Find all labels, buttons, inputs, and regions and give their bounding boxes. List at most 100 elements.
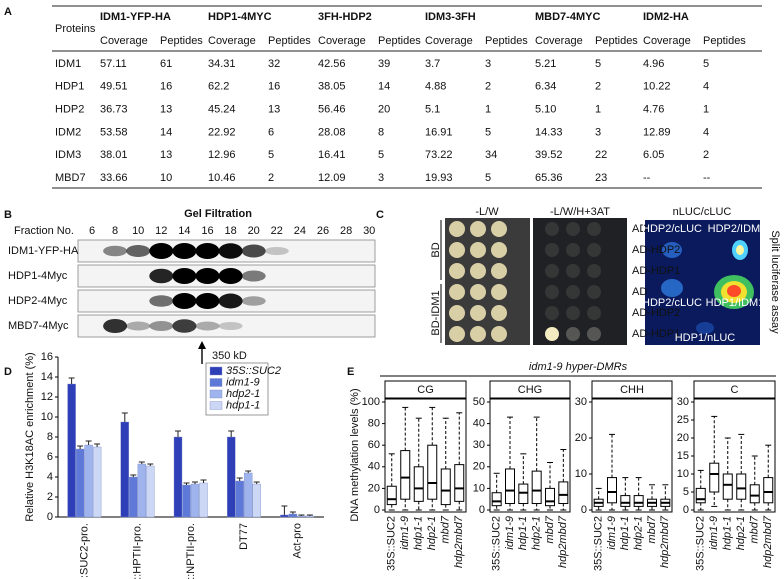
fraction-number: 12 [155, 225, 167, 237]
band [126, 321, 151, 331]
x-tick-label: 35S::SUC2 [695, 516, 707, 571]
panel-title: idm1-9 hyper-DMRs [529, 361, 628, 373]
table-cell: 73.22 [425, 149, 453, 161]
table-cell: 62.2 [208, 81, 229, 93]
colony [470, 242, 486, 258]
panel-label: A [4, 6, 12, 18]
fraction-number: 22 [271, 225, 283, 237]
table-cell: 5 [378, 149, 384, 161]
x-tick-label: mbd7 [544, 515, 556, 543]
table-cell: 22 [595, 149, 607, 161]
x-tick-label: mbd7 [646, 515, 658, 543]
bar [297, 515, 306, 518]
table-cell: 5.1 [425, 104, 440, 116]
band [218, 243, 243, 259]
table-cell: 1 [703, 104, 709, 116]
y-tick-label: 0 [47, 511, 53, 523]
column-subheader: Coverage [318, 35, 366, 47]
legend-swatch [209, 366, 223, 376]
y-tick-label: 16 [41, 351, 53, 363]
x-tick-label: DT77 [238, 523, 250, 550]
box [427, 444, 438, 500]
y-tick-label: 30 [575, 396, 587, 408]
y-tick-label: 0 [479, 504, 485, 516]
table-cell: 14.33 [535, 126, 563, 138]
y-tick-label: 25 [677, 414, 689, 426]
gel-title: Gel Filtration [184, 208, 252, 220]
column-subheader: Coverage [643, 35, 691, 47]
band [126, 245, 151, 257]
bar [305, 515, 315, 518]
subplot-title: C [731, 384, 739, 396]
colony [566, 285, 580, 299]
column-subheader: Coverage [425, 35, 473, 47]
y-tick-label: 20 [473, 461, 485, 473]
bar [120, 421, 130, 518]
column-subheader: Peptides [160, 35, 203, 47]
table-cell: 2 [595, 81, 601, 93]
x-tick-label: hdp2mbd7 [557, 515, 569, 568]
y-tick-label: 40 [368, 461, 380, 473]
bar [137, 463, 147, 518]
fraction-number: 6 [89, 225, 95, 237]
x-tick-label: 35S::SUC2 [491, 516, 503, 571]
table-cell: 5 [485, 172, 491, 184]
x-tick-label: idm1-9 [504, 516, 516, 550]
column-header: 3FH-HDP2 [318, 11, 372, 23]
bar [199, 482, 208, 518]
plot-frame [489, 397, 571, 513]
column-subheader: Peptides [703, 35, 746, 47]
column-header: IDM2-HA [643, 11, 689, 23]
bar [84, 444, 93, 518]
row-label: IDM3 [55, 149, 81, 161]
box [440, 468, 451, 506]
bar [182, 484, 191, 518]
bar [67, 383, 76, 518]
box [558, 481, 569, 505]
x-tick-label: 35S::SUC2 [386, 516, 398, 571]
table-cell: 10.46 [208, 172, 236, 184]
column-header: Proteins [55, 23, 96, 35]
x-tick-label: mbd7 [440, 515, 452, 543]
blot-label: HDP2-4Myc [8, 295, 68, 307]
glow [736, 245, 744, 255]
box [722, 473, 733, 500]
band [172, 268, 197, 284]
table-cell: 4.96 [643, 58, 664, 70]
blot-label: HDP1-4Myc [8, 270, 68, 282]
column-subheader: Peptides [485, 35, 528, 47]
y-tick-label: 10 [677, 468, 689, 480]
title-box [489, 380, 571, 400]
table-cell: 38.05 [318, 81, 346, 93]
table-cell: 16.91 [425, 126, 453, 138]
table-cell: 56.46 [318, 104, 346, 116]
colony [449, 221, 465, 237]
band [149, 243, 174, 259]
box [545, 487, 555, 507]
band [195, 293, 220, 309]
box [633, 495, 644, 507]
x-tick-label: hdp1-1 [413, 516, 425, 550]
colony [545, 243, 559, 257]
colony [491, 305, 507, 321]
bar [226, 436, 236, 518]
table-cell: 2 [485, 81, 491, 93]
table-cell: 12.09 [318, 172, 346, 184]
fraction-number: 24 [294, 225, 306, 237]
glow [696, 322, 714, 334]
legend-label: 35S::SUC2 [226, 365, 281, 377]
medium-label: -L/W [475, 206, 499, 218]
y-tick-label: 50 [473, 396, 485, 408]
table-cell: 16 [268, 81, 280, 93]
y-axis-label: Relative H3K18AC enrichment (%) [24, 352, 36, 521]
colony [545, 327, 559, 341]
y-tick-label: 12 [41, 391, 53, 403]
medium-label: -L/W/H+3AT [550, 206, 610, 218]
fraction-number: 20 [248, 225, 260, 237]
x-tick-label: idm1-9 [606, 516, 618, 550]
box [518, 483, 529, 505]
box [531, 470, 542, 505]
colony [470, 221, 486, 237]
table-cell: 6 [268, 126, 274, 138]
table-cell: 39.52 [535, 149, 563, 161]
